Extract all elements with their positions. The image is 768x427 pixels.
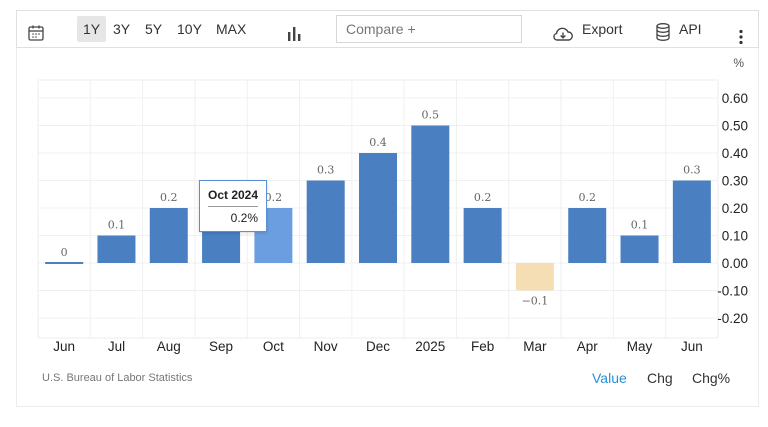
tooltip-divider xyxy=(208,206,258,207)
range-10y-button[interactable]: 10Y xyxy=(177,21,202,37)
range-5y-button[interactable]: 5Y xyxy=(145,21,163,37)
compare-input[interactable]: Compare + xyxy=(336,15,522,43)
calendar-icon[interactable] xyxy=(27,19,45,41)
data-label: 0.5 xyxy=(422,109,440,122)
data-label: 0.1 xyxy=(108,219,126,232)
data-label: 0.4 xyxy=(369,136,387,149)
export-button[interactable]: Export xyxy=(582,21,623,37)
hover-tooltip: Oct 2024 0.2% xyxy=(199,180,267,232)
x-tick-label: Jul xyxy=(108,339,125,354)
bar[interactable] xyxy=(411,125,450,264)
tooltip-value: 0.2% xyxy=(230,211,258,225)
bar[interactable] xyxy=(620,235,659,264)
y-tick-label: -0.10 xyxy=(717,284,748,299)
y-tick-label: 0.10 xyxy=(722,229,748,244)
source-label: U.S. Bureau of Labor Statistics xyxy=(42,372,193,384)
range-max-button[interactable]: MAX xyxy=(216,21,247,37)
x-tick-label: Jun xyxy=(681,339,703,354)
bar[interactable] xyxy=(672,180,711,264)
bar[interactable] xyxy=(149,208,188,263)
x-tick-label: Dec xyxy=(366,339,390,354)
api-button[interactable]: API xyxy=(679,21,702,37)
more-options-icon[interactable] xyxy=(738,22,744,45)
x-tick-label: May xyxy=(627,339,653,354)
mode-chg-button[interactable]: Chg xyxy=(647,370,673,386)
x-tick-label: Oct xyxy=(263,339,284,354)
y-tick-label: -0.20 xyxy=(717,311,748,326)
data-label: 0.2 xyxy=(160,191,178,204)
mode-value-button[interactable]: Value xyxy=(592,370,627,386)
x-tick-label: Sep xyxy=(209,339,233,354)
bar[interactable] xyxy=(97,235,136,264)
cloud-download-icon[interactable] xyxy=(552,20,574,41)
data-label: 0.2 xyxy=(474,191,492,204)
y-tick-label: 0.00 xyxy=(722,256,748,271)
database-icon[interactable] xyxy=(655,19,671,41)
bar[interactable] xyxy=(359,153,397,263)
x-tick-label: 2025 xyxy=(415,339,445,354)
bar[interactable] xyxy=(568,208,607,263)
data-label: 0.2 xyxy=(265,191,283,204)
chart-toolbar: 1Y 3Y 5Y 10Y MAX Compare + Export API xyxy=(16,10,759,48)
x-tick-label: Mar xyxy=(523,339,547,354)
bar[interactable] xyxy=(45,262,84,264)
mode-chg-pct-button[interactable]: Chg% xyxy=(692,370,731,386)
data-label: 0.2 xyxy=(578,191,596,204)
data-label: 0.3 xyxy=(317,164,335,177)
y-tick-label: 0.40 xyxy=(722,146,748,161)
x-tick-label: Feb xyxy=(471,339,494,354)
tooltip-title: Oct 2024 xyxy=(208,188,259,202)
range-1y-button[interactable]: 1Y xyxy=(77,16,107,42)
data-label: 0.3 xyxy=(683,164,701,177)
x-tick-label: Aug xyxy=(157,339,181,354)
chart-type-icon[interactable] xyxy=(286,20,302,41)
y-tick-label: 0.20 xyxy=(722,201,748,216)
y-tick-label: 0.50 xyxy=(722,119,748,134)
bar[interactable] xyxy=(306,180,345,264)
data-label: 0 xyxy=(61,246,68,259)
y-tick-label: 0.60 xyxy=(722,91,748,106)
data-label: 0.1 xyxy=(631,219,649,232)
range-3y-button[interactable]: 3Y xyxy=(113,21,131,37)
y-tick-label: 0.30 xyxy=(722,174,748,189)
data-label: −0.1 xyxy=(522,295,549,308)
bar[interactable] xyxy=(463,208,502,263)
x-tick-label: Jun xyxy=(53,339,75,354)
y-axis-unit: % xyxy=(733,56,744,70)
x-tick-label: Apr xyxy=(577,339,599,354)
x-tick-label: Nov xyxy=(314,339,338,354)
bar[interactable] xyxy=(515,263,554,291)
